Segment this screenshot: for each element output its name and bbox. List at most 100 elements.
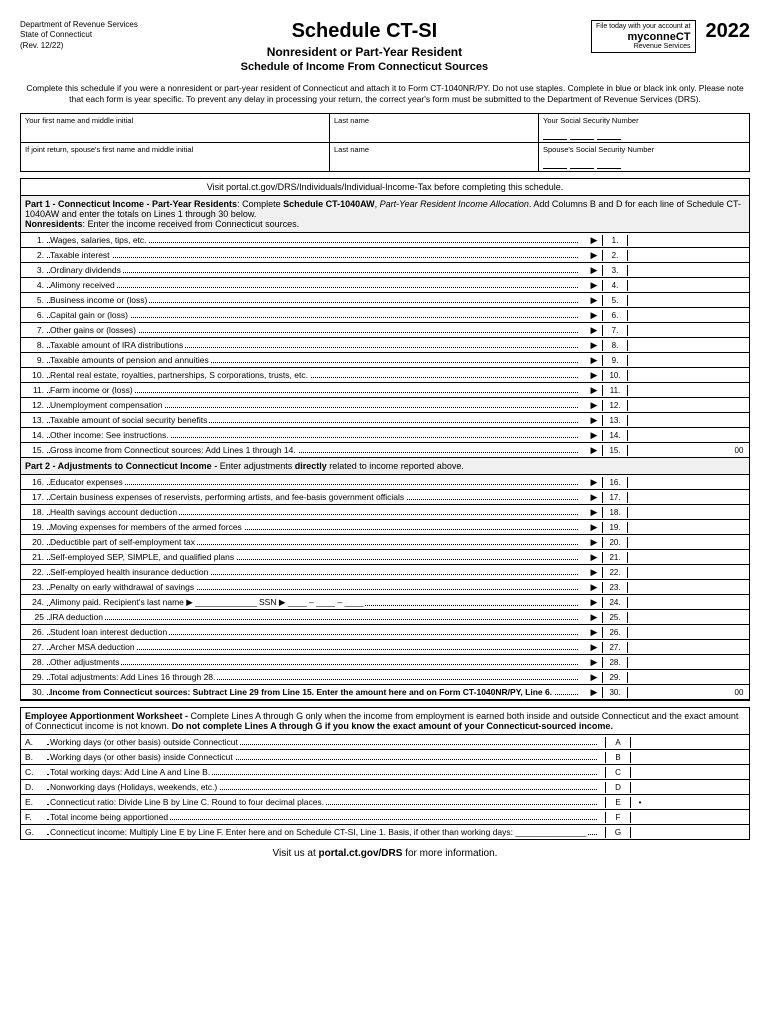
- line-num: 12.: [21, 399, 47, 411]
- line-num: 23.: [21, 581, 47, 593]
- arrow-icon: ▶: [586, 445, 602, 456]
- arrow-icon: ▶: [586, 265, 602, 276]
- logo-brand: myconneCT: [596, 31, 691, 43]
- arrow-icon: ▶: [586, 310, 602, 321]
- line-row: 25IRA deduction▶25.: [21, 610, 749, 625]
- box-num: 28.: [602, 657, 628, 668]
- box-num: 15.: [602, 445, 628, 456]
- line-desc: Farm income or (loss): [47, 384, 586, 396]
- form-header: Department of Revenue Services State of …: [20, 20, 750, 79]
- ssn-cell[interactable]: Your Social Security Number: [539, 114, 749, 142]
- form-subtitle2: Schedule of Income From Connecticut Sour…: [138, 61, 591, 73]
- box-num: 2.: [602, 250, 628, 261]
- box-num: 1.: [602, 235, 628, 246]
- work-desc: Total working days: Add Line A and Line …: [47, 766, 605, 778]
- line-num: 5.: [21, 294, 47, 306]
- line-row: 16.Educator expenses▶16.: [21, 475, 749, 490]
- worksheet-row: C.Total working days: Add Line A and Lin…: [21, 765, 749, 780]
- line-desc: Ordinary dividends: [47, 264, 586, 276]
- arrow-icon: ▶: [586, 627, 602, 638]
- box-num: 23.: [602, 582, 628, 593]
- line-row: 5.Business income or (loss)▶5.: [21, 293, 749, 308]
- worksheet-row: D.Nonworking days (Holidays, weekends, e…: [21, 780, 749, 795]
- suffix: 00: [729, 688, 749, 697]
- last-name-label[interactable]: Last name: [330, 114, 539, 142]
- box-num: 26.: [602, 627, 628, 638]
- work-letter: D.: [21, 781, 47, 793]
- box-num: 3.: [602, 265, 628, 276]
- arrow-icon: ▶: [586, 340, 602, 351]
- line-row: 7.Other gains or (losses)▶7.: [21, 323, 749, 338]
- line-desc: Unemployment compensation: [47, 399, 586, 411]
- line-num: 15.: [21, 444, 47, 456]
- line-desc: Self-employed health insurance deduction: [47, 566, 586, 578]
- line-num: 1.: [21, 234, 47, 246]
- spouse-ssn-cell[interactable]: Spouse's Social Security Number: [539, 143, 749, 171]
- line-num: 4.: [21, 279, 47, 291]
- first-name-label[interactable]: Your first name and middle initial: [21, 114, 330, 142]
- box-num: 16.: [602, 477, 628, 488]
- part1-lines: 1.Wages, salaries, tips, etc.▶1.2.Taxabl…: [21, 233, 749, 458]
- work-desc: Working days (or other basis) inside Con…: [47, 751, 605, 763]
- line-num: 21.: [21, 551, 47, 563]
- line-num: 10.: [21, 369, 47, 381]
- line-desc: Penalty on early withdrawal of savings: [47, 581, 586, 593]
- box-num: 10.: [602, 370, 628, 381]
- arrow-icon: ▶: [586, 370, 602, 381]
- line-desc: Moving expenses for members of the armed…: [47, 521, 586, 533]
- line-num: 7.: [21, 324, 47, 336]
- line-num: 17.: [21, 491, 47, 503]
- line-desc: Alimony paid. Recipient's last name ▶ __…: [47, 596, 586, 609]
- worksheet-row: F.Total income being apportionedF: [21, 810, 749, 825]
- spouse-last-label[interactable]: Last name: [330, 143, 539, 171]
- box-num: 11.: [602, 385, 628, 396]
- arrow-icon: ▶: [586, 280, 602, 291]
- line-desc: Student loan interest deduction: [47, 626, 586, 638]
- box-num: 6.: [602, 310, 628, 321]
- line-num: 25: [21, 611, 47, 623]
- box-num: 21.: [602, 552, 628, 563]
- spouse-first-label[interactable]: If joint return, spouse's first name and…: [21, 143, 330, 171]
- line-row: 22.Self-employed health insurance deduct…: [21, 565, 749, 580]
- arrow-icon: ▶: [586, 325, 602, 336]
- line-row: 20.Deductible part of self-employment ta…: [21, 535, 749, 550]
- line-num: 28.: [21, 656, 47, 668]
- box-num: 12.: [602, 400, 628, 411]
- part1-header: Part 1 - Connecticut Income - Part-Year …: [21, 196, 749, 233]
- spouse-ssn-label: Spouse's Social Security Number: [543, 145, 654, 154]
- work-desc: Working days (or other basis) outside Co…: [47, 736, 605, 748]
- line-row: 18.Health savings account deduction▶18.: [21, 505, 749, 520]
- worksheet-lines: A.Working days (or other basis) outside …: [21, 735, 749, 839]
- box-num: 8.: [602, 340, 628, 351]
- line-row: 9.Taxable amounts of pension and annuiti…: [21, 353, 749, 368]
- line-num: 19.: [21, 521, 47, 533]
- line-desc: Deductible part of self-employment tax: [47, 536, 586, 548]
- tax-year: 2022: [706, 20, 751, 43]
- arrow-icon: ▶: [586, 250, 602, 261]
- worksheet-row: E.Connecticut ratio: Divide Line B by Li…: [21, 795, 749, 810]
- line-row: 27.Archer MSA deduction▶27.: [21, 640, 749, 655]
- line-row: 10.Rental real estate, royalties, partne…: [21, 368, 749, 383]
- arrow-icon: ▶: [586, 612, 602, 623]
- portal-text: Visit portal.ct.gov/DRS/Individuals/Indi…: [21, 179, 749, 196]
- box-num: 4.: [602, 280, 628, 291]
- work-box: B: [605, 752, 631, 763]
- main-box: Visit portal.ct.gov/DRS/Individuals/Indi…: [20, 178, 750, 701]
- line-row: 3.Ordinary dividends▶3.: [21, 263, 749, 278]
- arrow-icon: ▶: [586, 235, 602, 246]
- line-num: 11.: [21, 384, 47, 396]
- state-name: State of Connecticut: [20, 30, 138, 40]
- line-desc: Rental real estate, royalties, partnersh…: [47, 369, 586, 381]
- arrow-icon: ▶: [586, 687, 602, 698]
- line-row: 12.Unemployment compensation▶12.: [21, 398, 749, 413]
- work-letter: A.: [21, 736, 47, 748]
- ssn-label: Your Social Security Number: [543, 116, 639, 125]
- arrow-icon: ▶: [586, 567, 602, 578]
- line-num: 13.: [21, 414, 47, 426]
- line-num: 30.: [21, 686, 47, 698]
- line-row: 14.Other income: See instructions.▶14.: [21, 428, 749, 443]
- name-box: Your first name and middle initial Last …: [20, 113, 750, 172]
- line-row: 29.Total adjustments: Add Lines 16 throu…: [21, 670, 749, 685]
- line-row: 30.Income from Connecticut sources: Subt…: [21, 685, 749, 700]
- line-num: 20.: [21, 536, 47, 548]
